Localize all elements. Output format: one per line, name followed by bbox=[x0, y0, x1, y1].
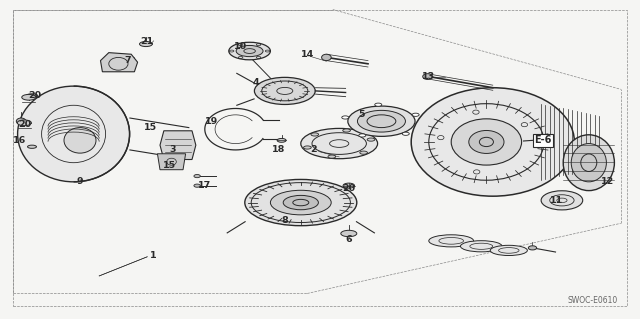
Ellipse shape bbox=[490, 245, 527, 256]
Text: SWOC-E0610: SWOC-E0610 bbox=[568, 296, 618, 305]
Text: 11: 11 bbox=[550, 197, 563, 205]
Ellipse shape bbox=[244, 179, 357, 226]
Ellipse shape bbox=[28, 145, 36, 148]
Ellipse shape bbox=[194, 184, 200, 187]
Ellipse shape bbox=[468, 130, 504, 153]
Ellipse shape bbox=[17, 118, 26, 124]
Ellipse shape bbox=[451, 119, 522, 165]
Text: 20: 20 bbox=[29, 91, 42, 100]
Text: 6: 6 bbox=[346, 235, 352, 244]
Ellipse shape bbox=[64, 128, 96, 153]
Text: 7: 7 bbox=[125, 56, 131, 65]
Ellipse shape bbox=[342, 116, 349, 119]
Text: 1: 1 bbox=[150, 251, 157, 260]
Ellipse shape bbox=[301, 128, 378, 159]
Ellipse shape bbox=[412, 113, 419, 116]
Ellipse shape bbox=[303, 146, 311, 149]
Ellipse shape bbox=[277, 138, 286, 142]
Text: 4: 4 bbox=[253, 78, 259, 87]
Text: 21: 21 bbox=[141, 37, 154, 46]
Text: 15: 15 bbox=[144, 123, 157, 132]
Text: 15: 15 bbox=[163, 161, 176, 170]
Ellipse shape bbox=[229, 42, 271, 60]
Ellipse shape bbox=[321, 54, 332, 61]
Ellipse shape bbox=[343, 129, 351, 132]
Text: 14: 14 bbox=[301, 50, 314, 59]
Ellipse shape bbox=[17, 120, 31, 126]
Text: 18: 18 bbox=[272, 145, 285, 154]
Text: 5: 5 bbox=[358, 110, 365, 119]
Ellipse shape bbox=[461, 241, 502, 252]
Ellipse shape bbox=[18, 86, 130, 182]
Ellipse shape bbox=[360, 151, 367, 154]
Ellipse shape bbox=[328, 155, 335, 158]
Ellipse shape bbox=[429, 235, 474, 247]
Ellipse shape bbox=[283, 195, 319, 210]
Text: 10: 10 bbox=[234, 42, 246, 51]
Text: 12: 12 bbox=[602, 177, 614, 186]
Ellipse shape bbox=[236, 45, 263, 57]
Ellipse shape bbox=[572, 144, 607, 182]
Text: E-6: E-6 bbox=[534, 135, 552, 145]
Text: 3: 3 bbox=[170, 145, 176, 154]
Text: 9: 9 bbox=[77, 177, 83, 186]
Ellipse shape bbox=[541, 191, 582, 210]
Text: 19: 19 bbox=[205, 117, 218, 126]
Text: 17: 17 bbox=[198, 181, 211, 189]
Ellipse shape bbox=[341, 230, 357, 237]
Text: 20: 20 bbox=[342, 184, 355, 193]
Ellipse shape bbox=[255, 78, 315, 105]
Text: 16: 16 bbox=[13, 136, 26, 145]
Ellipse shape bbox=[359, 134, 366, 137]
Ellipse shape bbox=[140, 41, 152, 47]
Ellipse shape bbox=[343, 183, 355, 188]
Ellipse shape bbox=[563, 135, 614, 190]
Ellipse shape bbox=[367, 138, 375, 141]
Ellipse shape bbox=[194, 174, 200, 178]
Polygon shape bbox=[160, 131, 196, 160]
Ellipse shape bbox=[423, 74, 433, 79]
Text: 13: 13 bbox=[422, 72, 435, 81]
Ellipse shape bbox=[26, 94, 38, 98]
Polygon shape bbox=[100, 53, 138, 72]
Text: 20: 20 bbox=[18, 120, 31, 129]
Polygon shape bbox=[157, 154, 186, 170]
Ellipse shape bbox=[311, 133, 319, 136]
Ellipse shape bbox=[22, 94, 36, 100]
Ellipse shape bbox=[357, 110, 406, 132]
Ellipse shape bbox=[412, 88, 575, 196]
Ellipse shape bbox=[529, 246, 536, 250]
Ellipse shape bbox=[375, 103, 382, 106]
Ellipse shape bbox=[348, 106, 415, 137]
Text: 2: 2 bbox=[310, 145, 317, 154]
Text: 8: 8 bbox=[282, 216, 288, 225]
Ellipse shape bbox=[402, 132, 409, 135]
Ellipse shape bbox=[270, 190, 332, 215]
